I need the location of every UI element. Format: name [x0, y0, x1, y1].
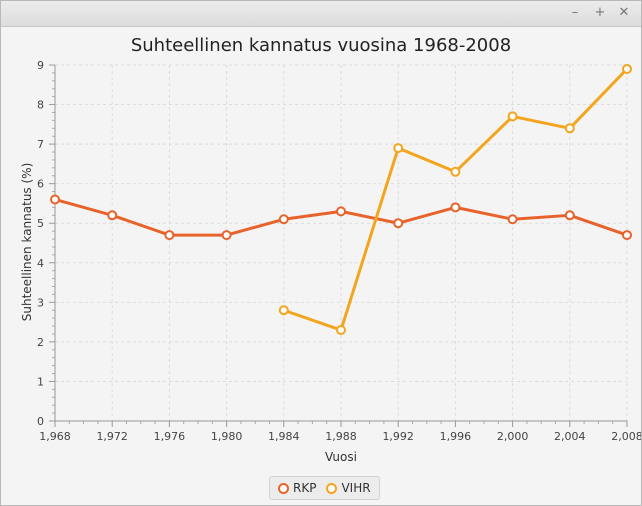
x-axis-label: Vuosi: [325, 450, 357, 464]
y-tick-label: 6: [37, 178, 44, 191]
y-tick-label: 1: [37, 375, 44, 388]
y-tick-label: 3: [37, 296, 44, 309]
x-tick-label: 1,992: [382, 430, 414, 443]
minimize-button[interactable]: –: [571, 5, 579, 20]
close-button[interactable]: ✕: [618, 5, 630, 20]
legend: RKP VIHR: [269, 476, 380, 500]
series-layer: [50, 63, 632, 336]
x-tick-label: 1,988: [325, 430, 357, 443]
legend-marker-icon: [326, 482, 338, 494]
legend-marker-icon: [278, 482, 289, 494]
data-point-rkp: [50, 194, 60, 205]
data-point-rkp: [393, 218, 404, 229]
data-point-rkp: [622, 230, 632, 241]
line-chart: 1,968 1,972 1,976 1,980 1,984 1,988 1,992 1,996…: [20, 35, 641, 464]
maximize-button[interactable]: +: [594, 5, 606, 20]
y-tick-label: 8: [37, 99, 44, 112]
x-tick-label: 1,972: [96, 430, 128, 443]
data-point-vihr: [278, 305, 289, 316]
x-tick-label: 1,968: [39, 430, 71, 443]
y-tick-label: 9: [37, 59, 44, 72]
x-tick-label: 1,996: [440, 430, 472, 443]
data-point-vihr: [450, 166, 461, 177]
data-point-rkp: [507, 214, 518, 225]
legend-label: VIHR: [341, 481, 371, 495]
data-point-vihr: [507, 111, 518, 122]
y-tick-label: 5: [37, 217, 44, 230]
x-tick-label: 2,008: [611, 430, 641, 443]
grid: [54, 64, 628, 422]
data-point-vihr: [622, 63, 632, 74]
data-point-vihr: [336, 325, 346, 336]
title-bar[interactable]: – + ✕: [1, 1, 641, 27]
data-point-rkp: [450, 202, 461, 213]
data-point-rkp: [278, 214, 289, 225]
legend-item-rkp[interactable]: RKP: [278, 481, 316, 495]
x-tick-label: 1,976: [154, 430, 186, 443]
data-point-rkp: [336, 206, 346, 217]
axes: 1,968 1,972 1,976 1,980 1,984 1,988 1,992 1,996…: [37, 59, 641, 443]
x-tick-label: 2,004: [554, 430, 586, 443]
x-tick-label: 1,984: [268, 430, 300, 443]
chart-title: Suhteellinen kannatus vuosina 1968-2008: [131, 35, 511, 56]
data-point-vihr: [393, 143, 404, 154]
legend-label: RKP: [293, 481, 317, 495]
legend-item-vihr[interactable]: VIHR: [326, 481, 371, 495]
data-point-vihr: [564, 123, 575, 134]
y-tick-label: 2: [37, 336, 44, 349]
x-tick-label: 2,000: [497, 430, 529, 443]
data-point-rkp: [164, 230, 175, 241]
y-tick-label: 4: [37, 257, 44, 270]
y-tick-label: 7: [37, 138, 44, 151]
x-tick-label: 1,980: [211, 430, 243, 443]
y-axis-label: Suhteellinen kannatus (%): [20, 163, 34, 322]
data-point-rkp: [107, 210, 118, 221]
y-tick-label: 0: [37, 415, 44, 428]
data-point-rkp: [221, 230, 232, 241]
data-point-rkp: [564, 210, 575, 221]
